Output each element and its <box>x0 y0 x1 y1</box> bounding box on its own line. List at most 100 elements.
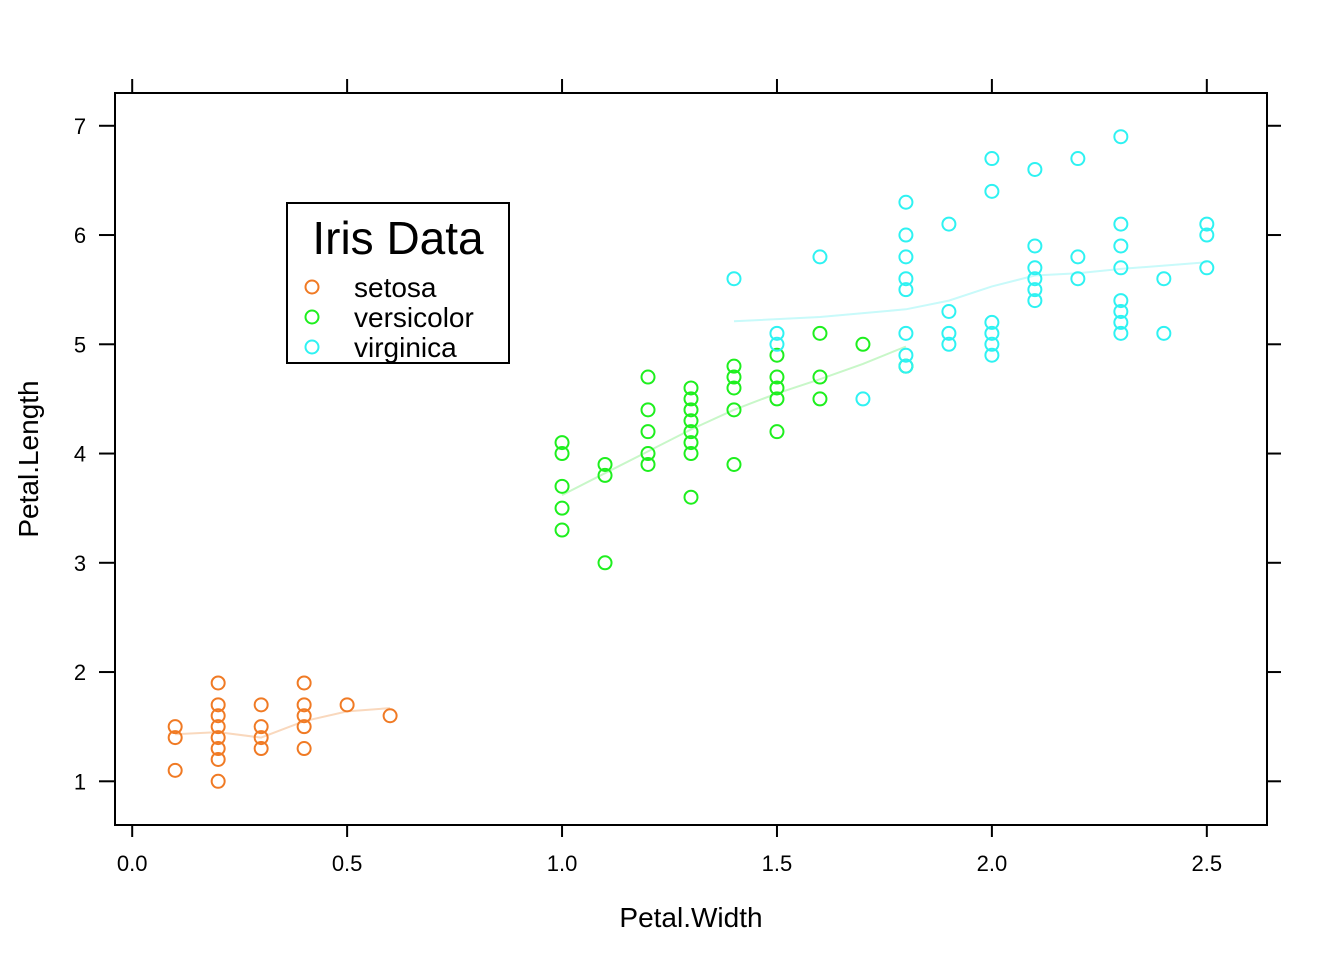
point-virginica <box>984 151 1000 167</box>
legend-label-setosa: setosa <box>354 272 437 303</box>
point-versicolor <box>855 336 871 352</box>
y-tick-label: 5 <box>74 332 86 357</box>
point-setosa <box>210 675 226 691</box>
point-virginica <box>769 325 785 341</box>
point-versicolor <box>812 391 828 407</box>
y-tick-label: 4 <box>74 442 86 467</box>
point-virginica <box>1027 260 1043 276</box>
point-setosa <box>339 697 355 713</box>
point-virginica <box>898 194 914 210</box>
smooth-line-setosa <box>175 707 391 739</box>
legend-label-virginica: virginica <box>354 332 457 363</box>
point-virginica <box>1027 161 1043 177</box>
x-tick-label: 1.0 <box>547 851 578 876</box>
point-virginica <box>898 227 914 243</box>
point-virginica <box>1199 260 1215 276</box>
point-versicolor <box>683 446 699 462</box>
point-setosa <box>296 675 312 691</box>
y-tick-label: 2 <box>74 660 86 685</box>
point-virginica <box>1027 293 1043 309</box>
legend-label-versicolor: versicolor <box>354 302 474 333</box>
point-versicolor <box>554 435 570 451</box>
point-setosa <box>210 751 226 767</box>
point-virginica <box>1113 129 1129 145</box>
point-setosa <box>253 741 269 757</box>
point-versicolor <box>769 424 785 440</box>
point-versicolor <box>683 413 699 429</box>
point-versicolor <box>597 456 613 472</box>
y-tick-label: 3 <box>74 551 86 576</box>
point-versicolor <box>726 402 742 418</box>
point-virginica <box>1199 227 1215 243</box>
point-virginica <box>898 282 914 298</box>
point-versicolor <box>769 369 785 385</box>
point-versicolor <box>683 424 699 440</box>
point-virginica <box>984 336 1000 352</box>
point-versicolor <box>640 424 656 440</box>
point-setosa <box>296 741 312 757</box>
point-virginica <box>1156 271 1172 287</box>
point-versicolor <box>640 446 656 462</box>
point-versicolor <box>554 478 570 494</box>
point-setosa <box>253 730 269 746</box>
point-versicolor <box>640 402 656 418</box>
point-virginica <box>1113 325 1129 341</box>
axis-ticks: 0.0 0.5 1.0 1.5 2.0 2.5 1 2 3 4 5 6 7 <box>74 79 1281 876</box>
point-versicolor <box>812 325 828 341</box>
legend-marker-setosa <box>304 279 320 295</box>
point-virginica <box>941 216 957 232</box>
point-virginica <box>1113 216 1129 232</box>
x-tick-label: 0.5 <box>332 851 363 876</box>
point-versicolor <box>597 555 613 571</box>
point-setosa <box>253 719 269 735</box>
x-tick-label: 1.5 <box>762 851 793 876</box>
point-versicolor <box>769 380 785 396</box>
point-setosa <box>253 697 269 713</box>
point-virginica <box>941 304 957 320</box>
legend-title: Iris Data <box>312 212 484 264</box>
point-virginica <box>1156 325 1172 341</box>
point-setosa <box>210 697 226 713</box>
point-setosa <box>296 697 312 713</box>
point-versicolor <box>597 467 613 483</box>
x-tick-label: 2.0 <box>977 851 1008 876</box>
point-virginica <box>726 271 742 287</box>
point-virginica <box>1113 293 1129 309</box>
point-versicolor <box>683 391 699 407</box>
point-versicolor <box>769 347 785 363</box>
point-versicolor <box>726 369 742 385</box>
point-setosa <box>167 730 183 746</box>
point-virginica <box>1070 249 1086 265</box>
point-virginica <box>941 336 957 352</box>
point-virginica <box>984 325 1000 341</box>
point-setosa <box>210 708 226 724</box>
data-points <box>167 129 1215 789</box>
point-versicolor <box>554 446 570 462</box>
point-virginica <box>984 314 1000 330</box>
point-versicolor <box>640 369 656 385</box>
point-virginica <box>812 249 828 265</box>
point-versicolor <box>683 380 699 396</box>
point-virginica <box>1070 151 1086 167</box>
point-virginica <box>984 347 1000 363</box>
point-virginica <box>984 183 1000 199</box>
smooth-line-versicolor <box>561 345 907 496</box>
point-setosa <box>296 719 312 735</box>
point-virginica <box>1113 238 1129 254</box>
point-virginica <box>1027 271 1043 287</box>
x-tick-label: 0.0 <box>117 851 148 876</box>
smooth-line-virginica <box>733 261 1207 323</box>
point-versicolor <box>726 456 742 472</box>
point-virginica <box>1113 304 1129 320</box>
point-virginica <box>769 336 785 352</box>
point-setosa <box>167 719 183 735</box>
point-versicolor <box>554 500 570 516</box>
plot-panel <box>114 92 1268 826</box>
point-virginica <box>855 391 871 407</box>
smooth-lines <box>175 261 1207 739</box>
point-virginica <box>898 358 914 374</box>
point-virginica <box>1027 238 1043 254</box>
point-setosa <box>210 741 226 757</box>
